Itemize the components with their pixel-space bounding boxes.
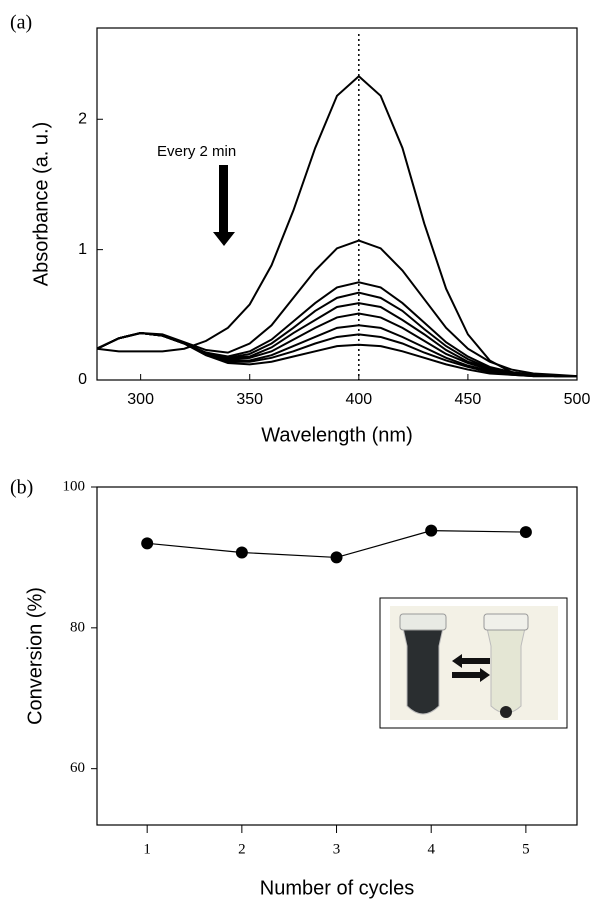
- annotation: Every 2 min: [157, 143, 236, 160]
- y-tick-label: 2: [78, 110, 87, 127]
- y-tick-label: 80: [70, 619, 85, 635]
- data-line: [96, 291, 577, 378]
- panel-label: (a): [10, 12, 32, 34]
- inset-photo: [379, 597, 568, 729]
- x-tick-label: 450: [455, 391, 482, 408]
- x-tick-label: 3: [333, 841, 341, 857]
- data-point: [141, 537, 154, 550]
- y-tick-label: 60: [70, 760, 85, 776]
- y-axis-label: Conversion (%): [24, 587, 46, 725]
- data-line: [96, 281, 577, 378]
- data-point: [519, 526, 532, 539]
- data-line: [96, 74, 577, 378]
- x-axis-label: Wavelength (nm): [261, 424, 413, 446]
- panel-label: (b): [10, 477, 33, 499]
- x-axis-label: Number of cycles: [260, 877, 415, 899]
- x-tick-label: 4: [427, 841, 435, 857]
- x-tick-label: 1: [143, 841, 151, 857]
- annotation-arrow: [213, 165, 235, 246]
- x-tick-label: 300: [127, 391, 154, 408]
- data-line: [96, 302, 577, 378]
- y-axis-label: Absorbance (a. u.): [30, 122, 52, 287]
- plot-frame: [96, 27, 578, 381]
- data-line: [96, 332, 577, 378]
- data-line: [96, 239, 578, 378]
- y-tick-label: 100: [63, 478, 86, 494]
- x-tick-label: 2: [238, 841, 246, 857]
- x-tick-label: 5: [522, 841, 530, 857]
- y-tick-label: 1: [78, 241, 87, 258]
- data-point: [425, 524, 438, 537]
- x-tick-label: 500: [564, 391, 591, 408]
- x-tick-label: 400: [345, 391, 372, 408]
- data-point: [235, 546, 248, 559]
- y-tick-label: 0: [78, 371, 87, 388]
- data-point: [330, 551, 343, 564]
- x-tick-label: 350: [236, 391, 263, 408]
